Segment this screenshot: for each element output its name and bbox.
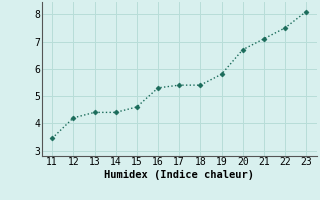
X-axis label: Humidex (Indice chaleur): Humidex (Indice chaleur) — [104, 170, 254, 180]
